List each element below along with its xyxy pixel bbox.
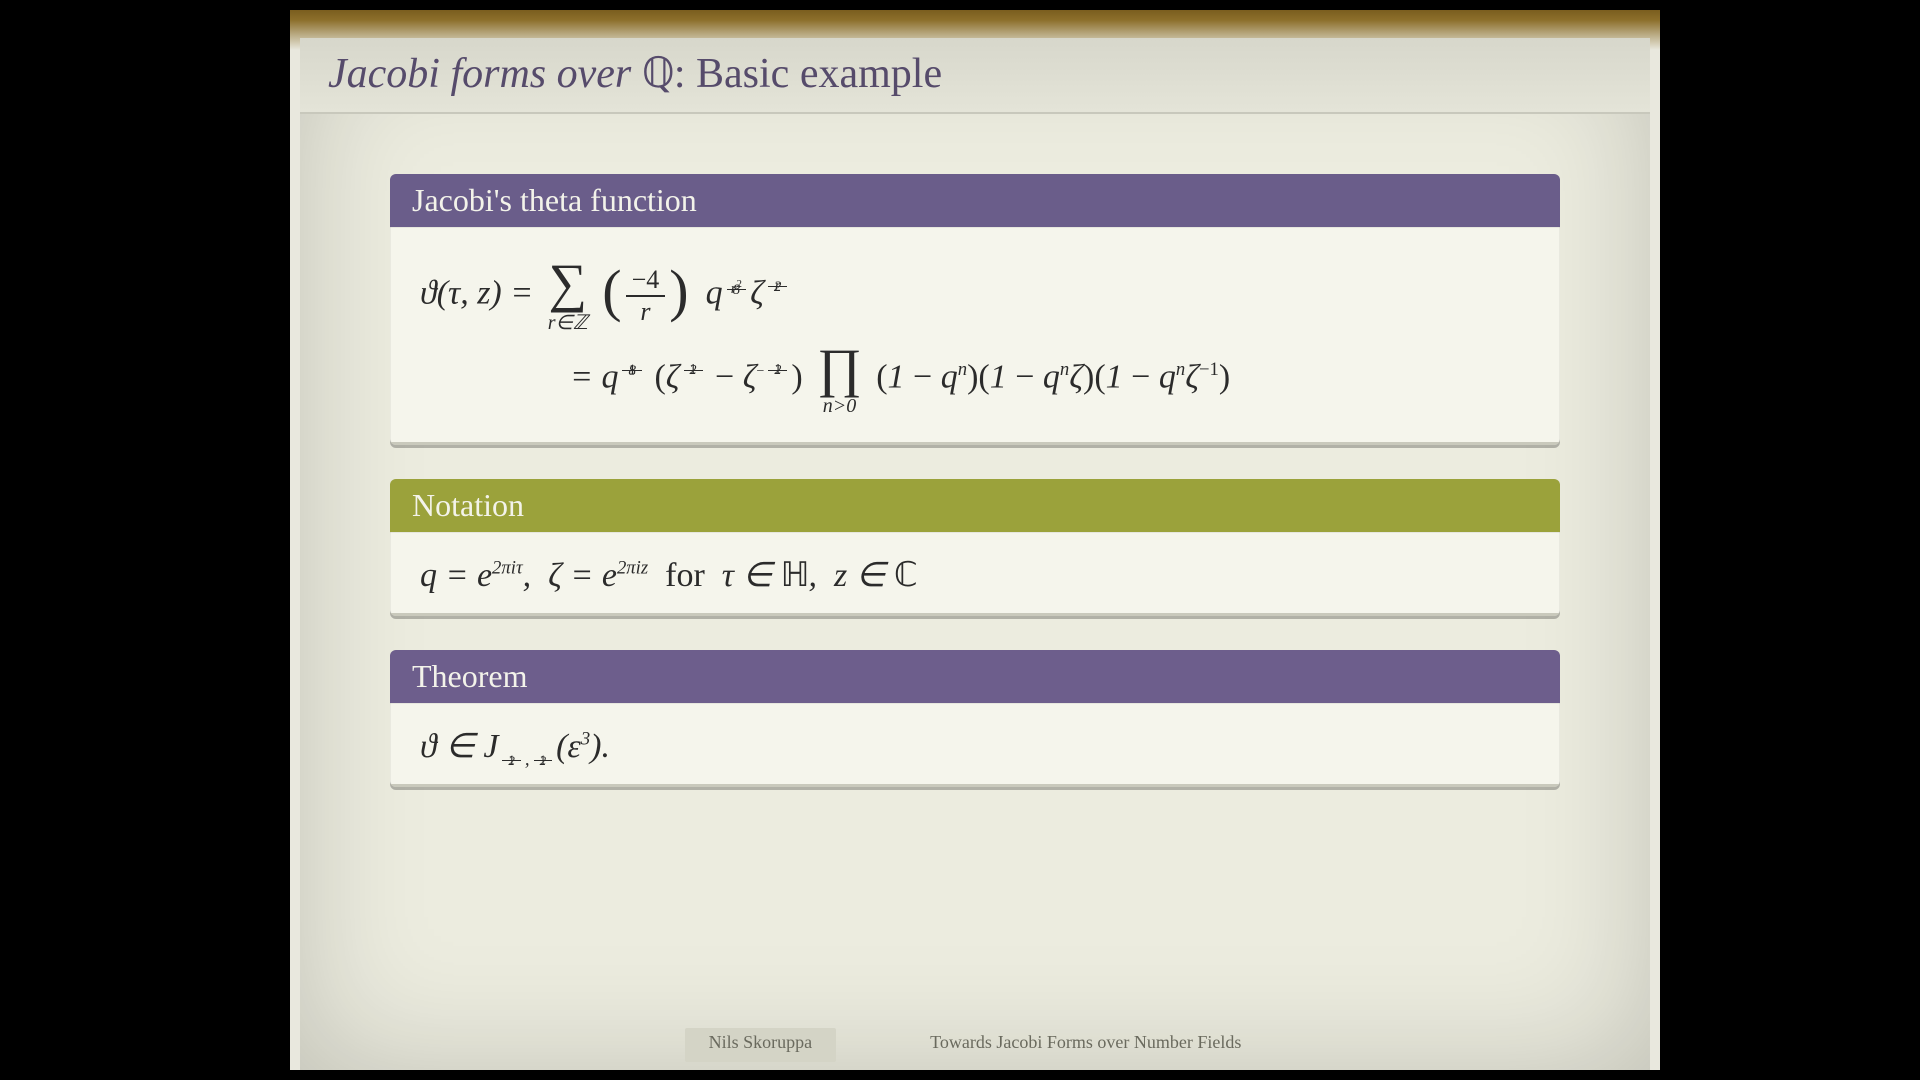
legendre-num: −4: [626, 265, 666, 297]
sum-index: r∈ℤ: [548, 310, 588, 335]
title-suffix: : Basic example: [674, 51, 942, 97]
block-theorem-header: Theorem: [390, 650, 1560, 703]
prod-operator: ∏ n>0: [817, 341, 861, 418]
block-theta-header: Jacobi's theta function: [390, 174, 1560, 227]
prod-index: n>0: [817, 395, 861, 418]
slide-projection-frame: Jacobi forms over ℚ: Basic example Jacob…: [290, 10, 1660, 1070]
legendre-symbol: −4 r: [626, 265, 666, 327]
slide-title-bar: Jacobi forms over ℚ: Basic example: [300, 38, 1650, 114]
block-theta: Jacobi's theta function ϑ(τ, z) = ∑ r∈ℤ …: [390, 174, 1560, 445]
title-symbol: ℚ: [642, 51, 674, 97]
block-theorem-body: ϑ ∈ J12,12(ε3).: [390, 703, 1560, 787]
theta-lhs: ϑ(τ, z) =: [420, 274, 533, 311]
block-theorem: Theorem ϑ ∈ J12,12(ε3).: [390, 650, 1560, 787]
title-prefix: Jacobi forms over: [328, 51, 642, 97]
legendre-den: r: [626, 297, 666, 327]
block-theta-body: ϑ(τ, z) = ∑ r∈ℤ ( −4 r ) qr28ζr2 = q18: [390, 227, 1560, 445]
slide: Jacobi forms over ℚ: Basic example Jacob…: [300, 38, 1650, 1070]
block-notation-body: q = e2πiτ, ζ = e2πiz for τ ∈ ℍ, z ∈ ℂ: [390, 532, 1560, 616]
block-notation: Notation q = e2πiτ, ζ = e2πiz for τ ∈ ℍ,…: [390, 479, 1560, 616]
sum-operator: ∑ r∈ℤ: [548, 256, 588, 335]
footer-author: Nils Skoruppa: [685, 1028, 837, 1062]
block-notation-header: Notation: [390, 479, 1560, 532]
slide-content: Jacobi's theta function ϑ(τ, z) = ∑ r∈ℤ …: [300, 114, 1650, 787]
slide-footer: Nils Skoruppa Towards Jacobi Forms over …: [300, 1028, 1650, 1062]
footer-talk: Towards Jacobi Forms over Number Fields: [906, 1028, 1265, 1062]
theta-eq-line2: = q18 (ζ12 − ζ−12) ∏ n>0 (1 − qn)(1 − qn…: [420, 341, 1530, 418]
theta-eq-line1: ϑ(τ, z) = ∑ r∈ℤ ( −4 r ) qr28ζr2: [420, 256, 1530, 335]
